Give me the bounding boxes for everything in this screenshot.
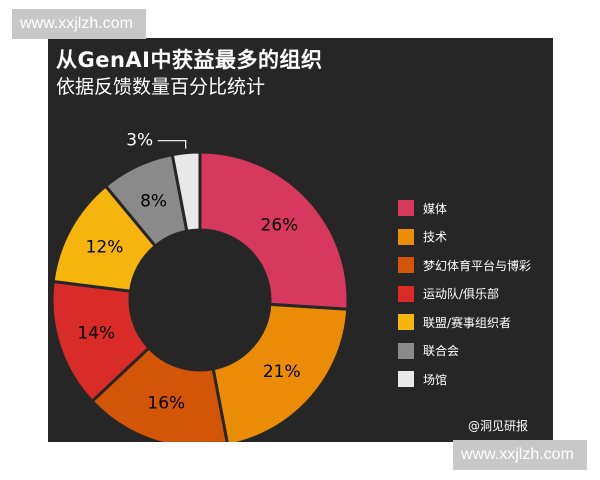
legend-swatch-0	[398, 200, 414, 217]
donut-slice-1	[211, 302, 350, 442]
legend-item-3: 运动队/俱乐部	[398, 280, 531, 309]
legend-swatch-5	[398, 342, 414, 359]
watermark-top: www.xxjlzh.com	[12, 9, 146, 39]
legend-item-4: 联盟/赛事组织者	[398, 308, 531, 337]
legend-swatch-1	[398, 228, 414, 245]
legend-swatch-3	[398, 285, 414, 302]
data-label-2: 16%	[147, 394, 185, 414]
donut-chart: 26% 21% 16% 14% 12% 8% 3%	[50, 131, 350, 442]
legend-item-1: 技术	[398, 223, 531, 252]
data-label-3: 14%	[77, 324, 115, 344]
data-label-6: 3%	[126, 131, 153, 151]
chart-panel: 从GenAI中获益最多的组织 依据反馈数量百分比统计 26% 21% 16% 14% 1…	[48, 38, 553, 442]
chart-subtitle: 依据反馈数量百分比统计	[56, 76, 266, 98]
chart-title: 从GenAI中获益最多的组织	[56, 48, 323, 72]
legend-item-5: 联合会	[398, 337, 531, 366]
legend-label-5: 联合会	[423, 344, 460, 359]
legend-label-2: 梦幻体育平台与博彩	[423, 258, 532, 273]
legend-label-3: 运动队/俱乐部	[423, 287, 500, 302]
legend-item-0: 媒体	[398, 194, 531, 223]
legend-item-6: 场馆	[398, 365, 531, 394]
watermark-bottom: www.xxjlzh.com	[453, 440, 587, 470]
legend-label-0: 媒体	[423, 201, 448, 216]
legend-label-6: 场馆	[423, 372, 448, 387]
data-label-leader-6	[157, 140, 187, 149]
chart-legend: 媒体技术梦幻体育平台与博彩 运动队/俱乐部 联盟/赛事组织者 联合会场馆	[398, 194, 531, 394]
legend-item-2: 梦幻体育平台与博彩	[398, 251, 531, 280]
source-credit: @洞见研报	[468, 419, 529, 433]
data-label-5: 8%	[140, 191, 167, 211]
legend-swatch-2	[398, 257, 414, 274]
data-label-0: 26%	[261, 215, 299, 235]
legend-label-4: 联盟/赛事组织者	[423, 315, 512, 330]
data-label-4: 12%	[86, 237, 124, 257]
legend-swatch-4	[398, 314, 414, 331]
donut-slice-6	[170, 150, 202, 233]
data-label-1: 21%	[263, 362, 301, 382]
donut-slice-0	[198, 150, 350, 311]
legend-swatch-6	[398, 371, 414, 388]
legend-label-1: 技术	[423, 230, 448, 245]
